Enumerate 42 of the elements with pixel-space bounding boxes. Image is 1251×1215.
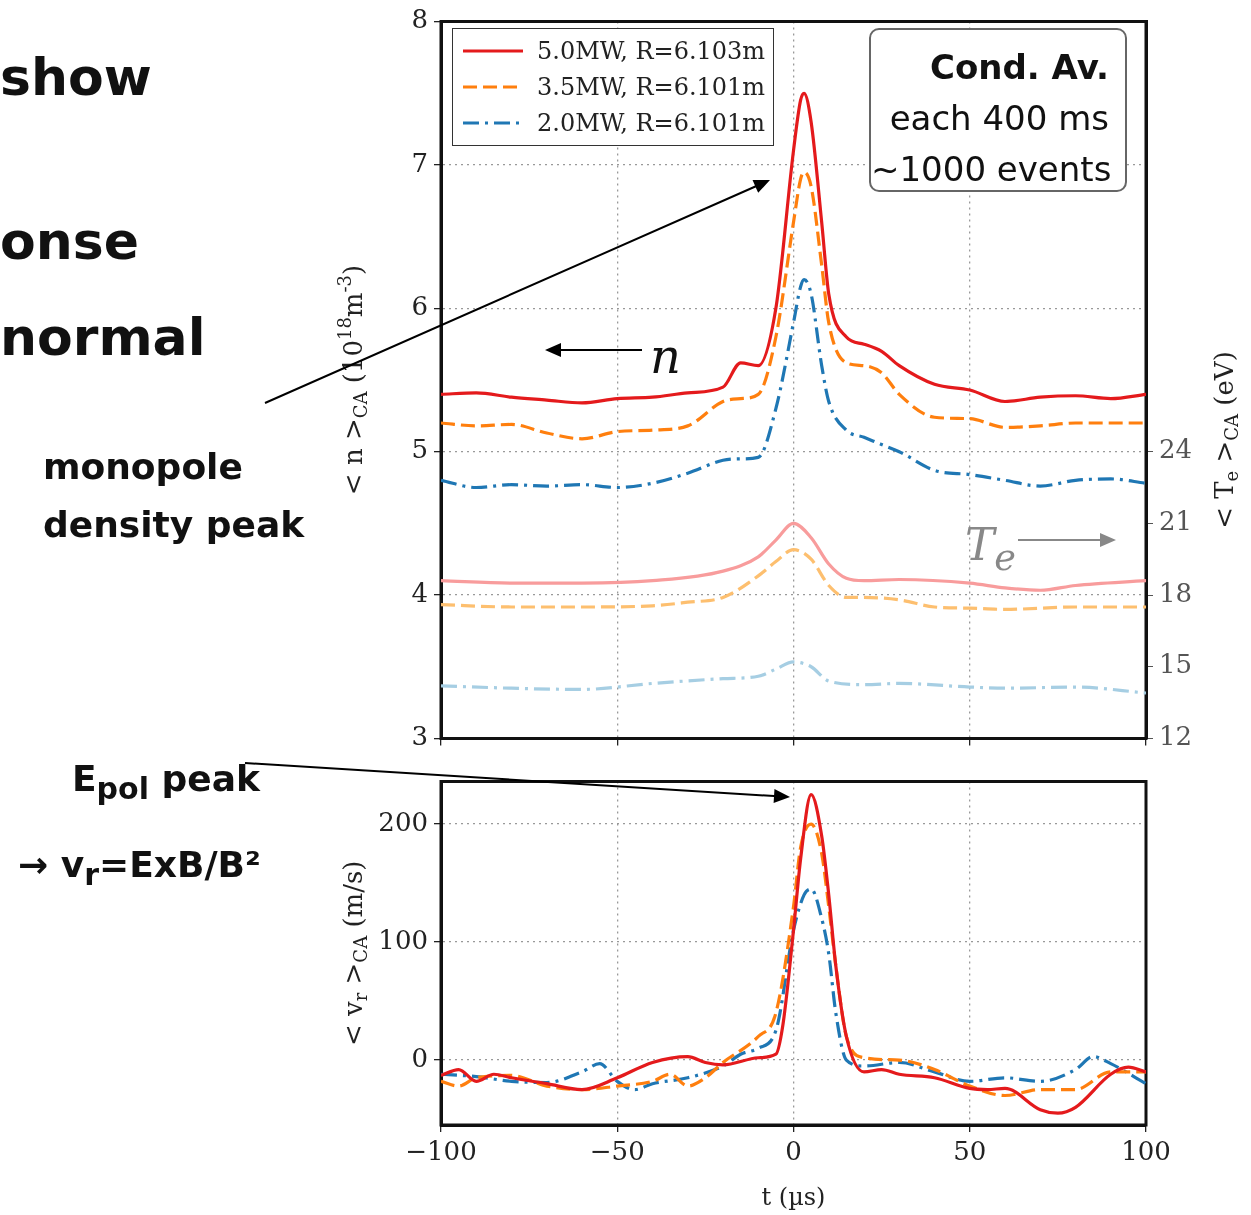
note-box: Cond. Av. each 400 ms ~1000 events xyxy=(869,28,1127,192)
y-tick-label: 5 xyxy=(411,434,428,465)
annotation: each 400 ms xyxy=(888,97,1109,140)
text: normal xyxy=(0,306,206,369)
annotation: n xyxy=(650,327,681,386)
text: onse xyxy=(0,210,139,273)
y2-tick-label: 15 xyxy=(1159,649,1193,680)
y-tick-label: 100 xyxy=(378,924,428,955)
x-tick-label: 50 xyxy=(953,1136,987,1167)
y2-tick-label: 24 xyxy=(1159,434,1193,465)
text: E$_{pol}$ peak xyxy=(72,757,260,809)
text: → v$_{r}$=ExB/B² xyxy=(18,843,261,895)
y-tick-label: 6 xyxy=(411,291,428,322)
annotation: Cond. Av. xyxy=(929,46,1109,89)
y-tick-label: 0 xyxy=(411,1042,428,1073)
x-tick-label: −100 xyxy=(405,1136,477,1167)
legend-label: 2.0MW, R=6.101m xyxy=(537,109,766,137)
y-tick-label: 3 xyxy=(411,721,428,752)
y-axis-title: < n >CA (1018m-3) xyxy=(333,264,372,496)
y-tick-label: 7 xyxy=(411,147,428,178)
annotation: ~1000 events xyxy=(871,148,1112,191)
line-series xyxy=(441,278,1146,490)
x-tick-label: −50 xyxy=(589,1136,645,1167)
line-series xyxy=(441,887,1146,1092)
annotation: T$_{e}$ xyxy=(965,518,1017,581)
text: show xyxy=(0,46,152,109)
legend-label: 3.5MW, R=6.101m xyxy=(537,73,766,101)
x-tick-label: 0 xyxy=(785,1136,802,1167)
y2-tick-label: 12 xyxy=(1159,721,1193,752)
y2-tick-label: 18 xyxy=(1159,577,1193,608)
line-series xyxy=(441,660,1146,695)
y-axis-title: < vr >CA (m/s) xyxy=(337,860,372,1047)
y-tick-label: 4 xyxy=(411,577,428,608)
x-tick-label: 100 xyxy=(1121,1136,1171,1167)
x-axis-title: t (µs) xyxy=(761,1183,826,1212)
y-tick-label: 200 xyxy=(378,806,428,837)
line-series xyxy=(441,521,1146,592)
y-tick-label: 8 xyxy=(411,4,428,35)
y2-tick-label: 21 xyxy=(1159,506,1193,537)
legend-label: 5.0MW, R=6.103m xyxy=(537,37,766,65)
text: monopole density peak xyxy=(43,445,306,547)
y2-axis-title: < Te >CA (eV) xyxy=(1208,351,1243,529)
